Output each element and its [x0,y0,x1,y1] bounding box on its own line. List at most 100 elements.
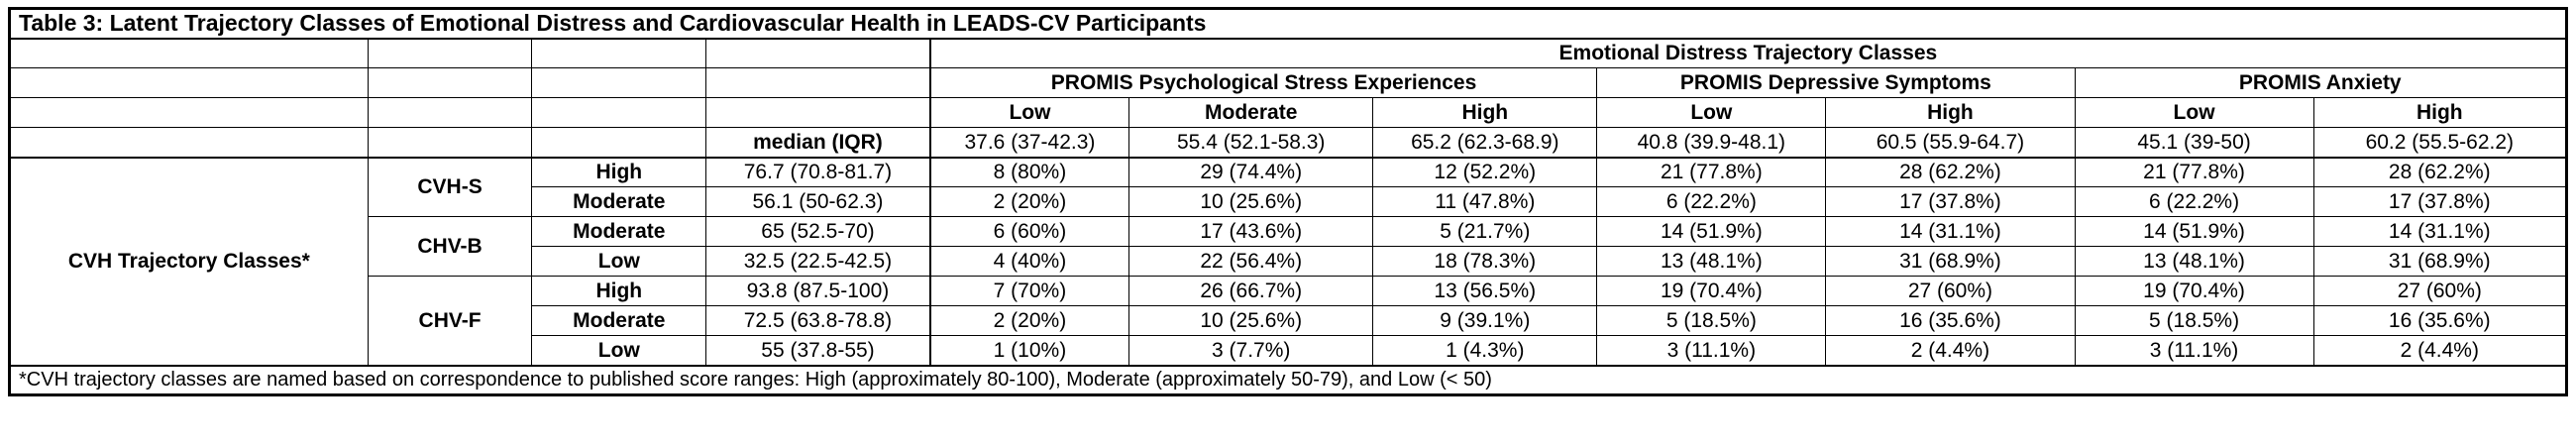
data-cell: 6 (22.2%) [2074,186,2314,217]
data-cell: 3 (11.1%) [1596,335,1827,366]
data-cell: 14 (51.9%) [1596,216,1827,247]
footnote: *CVH trajectory classes are named based … [9,364,2567,395]
data-cell: 14 (31.1%) [1825,216,2076,247]
data-cell: 10 (25.6%) [1128,305,1374,336]
data-cell: 5 (18.5%) [2074,305,2314,336]
row-median: 76.7 (70.8-81.7) [705,157,931,187]
level-header: Low [2074,97,2314,128]
data-cell: 18 (78.3%) [1372,246,1598,277]
data-cell: 6 (22.2%) [1596,186,1827,217]
data-cell: 26 (66.7%) [1128,276,1374,306]
data-cell: 28 (62.2%) [2312,157,2568,187]
empty-cell [9,38,369,68]
median-value: 65.2 (62.3-68.9) [1372,127,1598,159]
median-value: 60.2 (55.5-62.2) [2312,127,2568,159]
data-cell: 13 (56.5%) [1372,276,1598,306]
data-cell: 7 (70%) [928,276,1130,306]
measure-header-depressive: PROMIS Depressive Symptoms [1596,67,2076,98]
empty-cell [367,38,533,68]
median-row: median (IQR) 37.6 (37-42.3) 55.4 (52.1-5… [9,127,2568,159]
empty-cell [9,97,369,128]
measure-header-row: PROMIS Psychological Stress Experiences … [9,67,2567,98]
data-cell: 12 (52.2%) [1372,157,1598,187]
data-cell: 29 (74.4%) [1128,157,1374,187]
group-header: Emotional Distress Trajectory Classes [928,38,2567,68]
empty-cell [705,38,931,68]
data-cell: 19 (70.4%) [1596,276,1827,306]
data-cell: 31 (68.9%) [1825,246,2076,277]
level-label: Moderate [531,186,707,217]
data-cell: 6 (60%) [928,216,1130,247]
level-header: High [2312,97,2568,128]
data-row-chvb-moderate: CHV-B Moderate 65 (52.5-70) 6 (60%) 17 (… [10,216,2568,277]
data-row-chvf-low: Low 55 (37.8-55) 1 (10%) 3 (7.7%) 1 (4.3… [10,335,2568,366]
measure-header-anxiety: PROMIS Anxiety [2074,67,2567,98]
latent-trajectory-table: Table 3: Latent Trajectory Classes of Em… [8,7,2568,396]
data-cell: 5 (21.7%) [1372,216,1598,247]
data-row-chvf-moderate: Moderate 72.5 (63.8-78.8) 2 (20%) 10 (25… [10,305,2568,336]
level-label: Low [531,335,707,366]
level-header: Low [1596,97,1827,128]
data-cell: 19 (70.4%) [2074,276,2314,306]
row-median: 72.5 (63.8-78.8) [705,305,931,336]
row-median: 56.1 (50-62.3) [705,186,931,217]
level-header: Low [928,97,1130,128]
data-row-chvf-high: CHV-F High 93.8 (87.5-100) 7 (70%) 26 (6… [10,276,2568,366]
data-cell: 3 (7.7%) [1128,335,1374,366]
empty-cell [531,97,707,128]
level-label: High [531,276,707,306]
data-cell: 2 (20%) [928,305,1130,336]
group-header-row: Emotional Distress Trajectory Classes [9,38,2567,68]
data-cell: 13 (48.1%) [1596,246,1827,277]
class-group-label-chvf: CHV-F [367,276,533,366]
title-row: Table 3: Latent Trajectory Classes of Em… [9,8,2567,40]
data-cell: 5 (18.5%) [1596,305,1827,336]
empty-cell [531,67,707,98]
data-row-cvhs-moderate: Moderate 56.1 (50-62.3) 2 (20%) 10 (25.6… [10,186,2568,217]
data-row-cvhs-high: CVH Trajectory Classes* CVH-S High 76.7 … [9,157,2568,366]
level-label: High [531,157,707,187]
data-cell: 2 (20%) [928,186,1130,217]
median-value: 40.8 (39.9-48.1) [1596,127,1827,159]
data-cell: 17 (37.8%) [2312,186,2568,217]
data-cell: 21 (77.8%) [2074,157,2314,187]
empty-cell [367,127,533,159]
empty-cell [705,67,931,98]
level-header: High [1372,97,1598,128]
empty-cell [531,38,707,68]
data-cell: 2 (4.4%) [2312,335,2568,366]
level-label: Low [531,246,707,277]
level-header: Moderate [1128,97,1374,128]
data-cell: 22 (56.4%) [1128,246,1374,277]
data-cell: 14 (51.9%) [2074,216,2314,247]
class-group-label-chvb: CHV-B [367,216,533,277]
data-cell: 14 (31.1%) [2312,216,2568,247]
median-label: median (IQR) [705,127,931,159]
data-cell: 4 (40%) [928,246,1130,277]
data-row-chvb-low: Low 32.5 (22.5-42.5) 4 (40%) 22 (56.4%) … [10,246,2568,277]
data-cell: 31 (68.9%) [2312,246,2568,277]
data-cell: 1 (4.3%) [1372,335,1598,366]
median-value: 45.1 (39-50) [2074,127,2314,159]
data-cell: 11 (47.8%) [1372,186,1598,217]
level-header-row: Low Moderate High Low High Low High [9,97,2568,128]
data-cell: 27 (60%) [2312,276,2568,306]
class-group-label-cvhs: CVH-S [367,157,533,217]
empty-cell [367,97,533,128]
level-label: Moderate [531,305,707,336]
empty-cell [9,67,369,98]
level-header: High [1825,97,2076,128]
data-cell: 17 (37.8%) [1825,186,2076,217]
median-value: 55.4 (52.1-58.3) [1128,127,1374,159]
data-cell: 3 (11.1%) [2074,335,2314,366]
data-cell: 16 (35.6%) [1825,305,2076,336]
data-cell: 13 (48.1%) [2074,246,2314,277]
median-value: 60.5 (55.9-64.7) [1825,127,2076,159]
row-median: 55 (37.8-55) [705,335,931,366]
data-cell: 28 (62.2%) [1825,157,2076,187]
data-cell: 17 (43.6%) [1128,216,1374,247]
data-cell: 2 (4.4%) [1825,335,2076,366]
data-cell: 1 (10%) [928,335,1130,366]
empty-cell [367,67,533,98]
data-cell: 27 (60%) [1825,276,2076,306]
